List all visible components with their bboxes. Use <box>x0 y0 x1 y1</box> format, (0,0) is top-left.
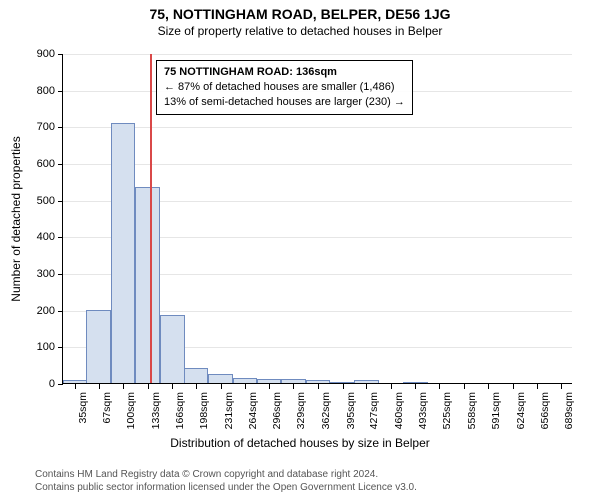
x-tick-label: 624sqm <box>515 392 527 442</box>
x-tick <box>318 384 319 389</box>
footer-attribution: Contains HM Land Registry data © Crown c… <box>35 468 417 494</box>
y-tick <box>58 201 63 202</box>
x-tick-label: 460sqm <box>393 392 405 442</box>
x-tick-label: 362sqm <box>320 392 332 442</box>
x-tick-label: 231sqm <box>223 392 235 442</box>
histogram-bar <box>184 368 209 383</box>
x-tick <box>464 384 465 389</box>
histogram-bar <box>160 315 185 383</box>
x-tick-label: 656sqm <box>539 392 551 442</box>
histogram-bar <box>306 380 331 383</box>
x-tick <box>148 384 149 389</box>
annotation-line3: 13% of semi-detached houses are larger (… <box>164 95 405 110</box>
histogram-bar <box>86 310 111 383</box>
histogram-bar <box>354 380 379 383</box>
x-tick <box>123 384 124 389</box>
x-tick <box>366 384 367 389</box>
annotation-line2: ← 87% of detached houses are smaller (1,… <box>164 80 405 95</box>
x-tick-label: 395sqm <box>345 392 357 442</box>
x-tick <box>99 384 100 389</box>
y-gridline <box>63 127 572 128</box>
plot-area: 010020030040050060070080090035sqm67sqm10… <box>62 54 572 384</box>
x-tick-label: 67sqm <box>101 392 113 442</box>
histogram-bar <box>111 123 136 383</box>
histogram-bar <box>233 378 258 384</box>
histogram-bar <box>257 379 282 383</box>
y-tick-label: 400 <box>23 231 55 243</box>
x-tick <box>488 384 489 389</box>
x-tick-label: 558sqm <box>466 392 478 442</box>
x-tick-label: 198sqm <box>198 392 210 442</box>
y-tick <box>58 384 63 385</box>
x-tick-label: 264sqm <box>247 392 259 442</box>
y-tick-label: 800 <box>23 85 55 97</box>
y-tick-label: 500 <box>23 195 55 207</box>
x-tick <box>293 384 294 389</box>
y-tick <box>58 347 63 348</box>
x-tick <box>172 384 173 389</box>
x-tick-label: 100sqm <box>125 392 137 442</box>
x-tick-label: 427sqm <box>368 392 380 442</box>
x-tick <box>537 384 538 389</box>
y-tick <box>58 91 63 92</box>
x-tick <box>561 384 562 389</box>
annotation-line1: 75 NOTTINGHAM ROAD: 136sqm <box>164 65 405 80</box>
y-tick-label: 300 <box>23 268 55 280</box>
x-tick-label: 166sqm <box>174 392 186 442</box>
x-tick-label: 296sqm <box>271 392 283 442</box>
y-tick-label: 200 <box>23 305 55 317</box>
x-tick-label: 329sqm <box>295 392 307 442</box>
y-tick <box>58 54 63 55</box>
y-gridline <box>63 164 572 165</box>
x-tick-label: 689sqm <box>563 392 575 442</box>
footer-line2: Contains public sector information licen… <box>35 481 417 494</box>
y-tick-label: 100 <box>23 341 55 353</box>
y-tick-label: 700 <box>23 121 55 133</box>
x-tick <box>269 384 270 389</box>
y-tick <box>58 164 63 165</box>
x-tick <box>391 384 392 389</box>
x-axis-label: Distribution of detached houses by size … <box>0 436 600 450</box>
x-tick <box>196 384 197 389</box>
histogram-bar <box>330 382 355 383</box>
y-tick <box>58 274 63 275</box>
x-tick <box>439 384 440 389</box>
x-tick <box>513 384 514 389</box>
x-tick-label: 525sqm <box>441 392 453 442</box>
histogram-bar <box>208 374 233 383</box>
footer-line1: Contains HM Land Registry data © Crown c… <box>35 468 417 481</box>
annotation-box: 75 NOTTINGHAM ROAD: 136sqm← 87% of detac… <box>156 60 413 115</box>
x-tick-label: 591sqm <box>490 392 502 442</box>
y-tick-label: 600 <box>23 158 55 170</box>
x-tick <box>415 384 416 389</box>
x-tick <box>245 384 246 389</box>
histogram-bar <box>403 382 428 383</box>
x-tick <box>221 384 222 389</box>
x-tick <box>75 384 76 389</box>
x-tick-label: 493sqm <box>417 392 429 442</box>
y-tick <box>58 311 63 312</box>
y-tick <box>58 127 63 128</box>
y-tick-label: 0 <box>23 378 55 390</box>
y-gridline <box>63 54 572 55</box>
histogram-bar <box>63 380 88 383</box>
x-tick-label: 35sqm <box>77 392 89 442</box>
x-tick-label: 133sqm <box>150 392 162 442</box>
y-tick-label: 900 <box>23 48 55 60</box>
y-axis-label: Number of detached properties <box>9 136 23 301</box>
chart-area: Number of detached properties 0100200300… <box>0 0 600 500</box>
histogram-bar <box>281 379 306 383</box>
y-tick <box>58 237 63 238</box>
histogram-bar <box>135 187 160 383</box>
x-tick <box>343 384 344 389</box>
